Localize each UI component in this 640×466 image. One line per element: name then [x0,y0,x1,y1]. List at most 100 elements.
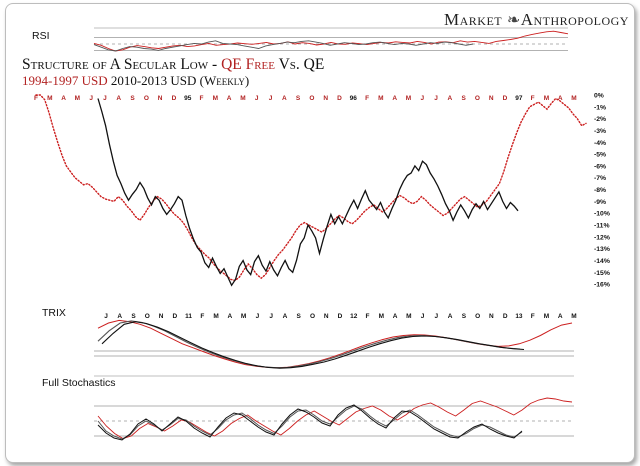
x-top-tick-label: J [255,95,259,102]
x-bottom-tick-label: A [117,313,122,320]
x-top-tick-label: 96 [350,95,358,102]
x-bottom-tick-label: A [558,313,563,320]
x-top-tick-label: M [75,95,80,102]
y-tick-label: -5% [594,152,606,159]
x-top-tick-label: A [558,95,563,102]
title-suffix: Vs. QE [275,56,325,73]
rsi-label: RSI [32,30,50,42]
x-bottom-tick-label: F [200,313,204,320]
brand-right: Anthropology [520,10,629,29]
y-tick-label: -2% [594,116,606,123]
y-tick-label: -12% [594,234,610,241]
x-bottom-tick-label: O [310,313,315,320]
x-bottom-tick-label: 12 [350,313,358,320]
y-tick-label: -1% [594,104,606,111]
x-bottom-tick-label: D [338,313,343,320]
brand-logo: Market ❧ Anthropology [444,10,629,30]
x-bottom-tick-label: O [145,313,150,320]
x-bottom-tick-label: M [213,313,218,320]
x-top-tick-label: O [475,95,480,102]
x-top-tick-label: J [103,95,107,102]
x-bottom-tick-label: A [393,313,398,320]
title-highlight: QE Free [221,56,275,73]
y-tick-label: -6% [594,163,606,170]
x-bottom-tick-label: N [489,313,494,320]
x-top-tick-label: M [406,95,411,102]
subtitle-red: 1994-1997 USD [22,73,108,88]
x-top-tick-label: F [365,95,369,102]
x-bottom-tick-label: J [421,313,425,320]
y-tick-label: -3% [594,128,606,135]
x-bottom-tick-label: N [159,313,164,320]
x-top-tick-label: J [89,95,93,102]
x-top-tick-label: A [227,95,232,102]
y-tick-label: -9% [594,199,606,206]
chart-svg: F M A M J J A S O N D 95 F M A M J J A S O N D 96 F M A M J J A S O N D 97 F… [34,27,610,441]
y-tick-label: -13% [594,246,610,253]
x-bottom-tick-label: J [104,313,108,320]
x-top-tick-label: N [323,95,328,102]
x-bottom-tick-label: J [435,313,439,320]
x-top-tick-label: M [213,95,218,102]
qe-series-line [97,98,519,287]
x-top-tick-label: 97 [515,95,523,102]
x-top-tick-label: F [531,95,535,102]
chart-frame: Market ❧ Anthropology Structure of A Sec… [5,3,635,463]
x-top-tick-label: M [378,95,383,102]
x-bottom-tick-label: M [571,313,576,320]
x-bottom-tick-label: M [544,313,549,320]
y-tick-label: -16% [594,282,610,289]
y-tick-label: -15% [594,270,610,277]
x-top-tick-label: A [116,95,121,102]
x-top-tick-label: O [309,95,314,102]
x-bottom-tick-label: 13 [515,313,523,320]
trix-series-line [97,319,573,369]
x-bottom-tick-label: A [448,313,453,320]
x-top-tick-label: O [144,95,149,102]
x-bottom-tick-label: J [256,313,260,320]
x-top-tick-label: D [337,95,342,102]
y-tick-label: -8% [594,187,606,194]
chart-subtitle: 1994-1997 USD 2010-2013 USD (Weekly) [22,73,249,89]
brand-left: Market [444,10,503,29]
trix-series-line [97,320,521,369]
x-top-tick-label: M [47,95,52,102]
x-top-tick-label: A [282,95,287,102]
stoch-series-line [97,404,523,441]
x-bottom-tick-label: 11 [185,313,192,320]
x-bottom-tick-label: S [131,313,136,320]
y-tick-label: -14% [594,258,610,265]
rsi-series-line [93,40,474,52]
trix-label: TRIX [42,307,66,319]
x-bottom-tick-label: D [172,313,177,320]
y-tick-label: -7% [594,175,606,182]
x-top-tick-label: J [434,95,438,102]
y-tick-label: 0% [594,93,604,100]
x-top-tick-label: D [503,95,508,102]
x-top-tick-label: S [296,95,301,102]
qe-free-series-line [35,94,587,282]
x-top-tick-label: M [571,95,576,102]
x-bottom-tick-label: F [366,313,370,320]
stoch-series-line [97,405,523,440]
x-top-tick-label: M [544,95,549,102]
y-tick-label: -11% [594,223,610,230]
dna-helix-icon: ❧ [506,12,521,29]
x-top-tick-label: J [420,95,424,102]
x-bottom-tick-label: F [531,313,535,320]
x-top-tick-label: 95 [184,95,192,102]
x-top-tick-label: N [158,95,163,102]
stoch-series-line [97,397,573,439]
x-bottom-tick-label: A [283,313,288,320]
x-bottom-tick-label: S [462,313,467,320]
x-bottom-tick-label: N [324,313,329,320]
x-top-tick-label: M [240,95,245,102]
trix-series-line [101,321,525,369]
chart-title: Structure of A Secular Low - QE Free Vs.… [22,56,324,74]
x-bottom-tick-label: S [297,313,302,320]
x-top-tick-label: S [130,95,135,102]
y-tick-label: -4% [594,140,606,147]
x-bottom-tick-label: M [406,313,411,320]
rsi-series-line [93,30,569,52]
x-top-tick-label: A [61,95,66,102]
